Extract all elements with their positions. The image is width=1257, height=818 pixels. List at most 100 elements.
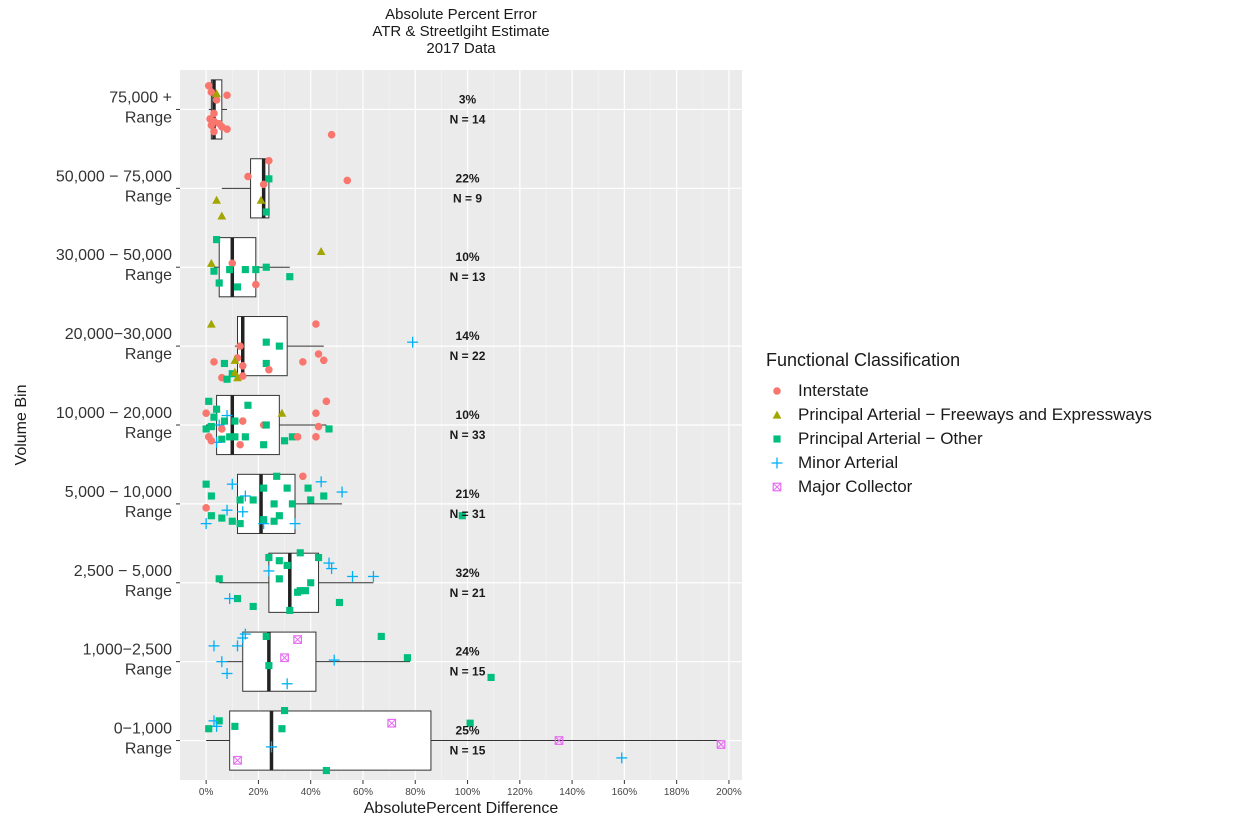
point-8-1-x2 [387,719,396,728]
point-7-6-box [280,653,289,663]
x-tick-label: 20% [248,787,268,798]
point-4-24 [288,433,296,441]
median-label: 24% [456,645,480,659]
point-7-3 [293,635,303,644]
point-4-18 [202,425,210,433]
point-5-30 [221,504,233,516]
point-3-6 [314,350,323,358]
legend: Functional Classification Interstate Prin… [766,350,1152,499]
point-4-9 [220,417,229,425]
n-label: N = 15 [450,665,486,679]
point-1-0 [265,156,273,165]
point-5-1 [299,472,307,481]
point-6-19 [275,575,283,583]
point-2-5 [226,266,234,274]
point-2-8 [262,263,270,271]
box-8 [206,710,722,771]
point-6-18 [286,606,294,614]
point-1-8 [259,180,268,189]
point-2-4 [210,267,218,275]
box-7 [227,631,411,692]
point-7-5 [232,640,243,652]
point-4-8 [210,413,218,421]
point-1-5 [212,195,221,204]
y-tick-label-2: Range [125,109,172,126]
legend-marker-shape [772,410,782,419]
point-3-3 [262,338,270,346]
y-tick-label-2: Range [125,188,172,205]
annotations: 3% N = 14 22% N = 9 10% N = 13 14% N = 22 10% N =… [450,92,486,757]
point-1-6 [256,195,266,204]
point-3-4 [275,342,283,350]
point-4-16 [325,425,333,433]
n-label: N = 31 [450,507,486,521]
point-8-7 [205,725,213,733]
point-5-21 [228,517,236,525]
point-3-18 [233,373,242,382]
point-8-13-x2 [233,756,242,765]
x-tick-label: 140% [559,787,585,798]
point-4-23 [241,433,249,441]
n-label: N = 9 [453,191,482,205]
point-4-5 [312,409,320,417]
y-tick-label: 20,000−30,000 [65,326,172,343]
point-4-10 [231,417,239,425]
legend-key-squarex-icon [766,476,788,498]
point-4-13 [207,423,215,431]
n-label: N = 22 [450,349,486,363]
y-tick-label-2: Range [125,504,172,521]
n-label: N = 13 [450,270,486,284]
point-0-1 [207,88,216,96]
point-2-10 [215,279,223,287]
point-7-14 [265,662,273,670]
point-8-13 [233,755,242,765]
point-8-9-x2 [554,736,564,745]
legend-marker-shape [773,387,781,395]
legend-key-circle-icon [766,380,788,402]
x-tick-label: 0% [199,787,214,798]
x-tick-label: 80% [405,787,425,798]
point-8-9 [554,736,564,745]
point-4-15 [314,422,323,431]
point-8-1 [387,718,397,728]
point-6-16 [335,598,344,607]
point-4-6 [202,409,210,417]
point-4-1 [205,397,213,405]
point-6-7 [263,565,275,577]
point-4-25 [293,433,302,441]
x-tick-label: 100% [455,787,481,798]
legend-label: Major Collector [798,477,913,496]
point-7-0 [377,632,385,640]
median-label: 14% [456,329,480,343]
legend-marker-shape-box [772,482,782,492]
x-tick-label: 200% [716,787,742,798]
point-4-0 [322,397,331,406]
point-3-14 [230,355,240,364]
point-6-14 [233,594,242,603]
point-5-16 [288,500,296,508]
box-iqr [210,79,223,140]
median-label: 10% [456,408,480,422]
y-tick-label-2: Range [125,583,172,600]
point-7-3-x2 [293,635,302,644]
y-tick-label-2: Range [125,662,172,679]
boxes [206,79,722,771]
point-3-13 [262,359,270,368]
chart-title-line-2: ATR & Streetlgiht Estimate [372,23,550,40]
box-iqr [242,631,317,692]
legend-marker-shape [773,435,781,443]
point-5-5 [260,484,268,492]
legend-marker [771,457,783,469]
point-3-0 [206,319,216,328]
point-3-2 [407,336,419,348]
median-label: 32% [456,566,480,580]
y-tick-label-2: Range [125,346,172,363]
point-6-5 [283,561,291,569]
point-0-10 [223,125,231,133]
point-8-10 [716,740,726,749]
point-5-11 [239,490,251,502]
legend-key-triangle-icon [766,404,788,426]
point-8-6 [231,722,239,730]
median-label: 10% [456,250,480,264]
